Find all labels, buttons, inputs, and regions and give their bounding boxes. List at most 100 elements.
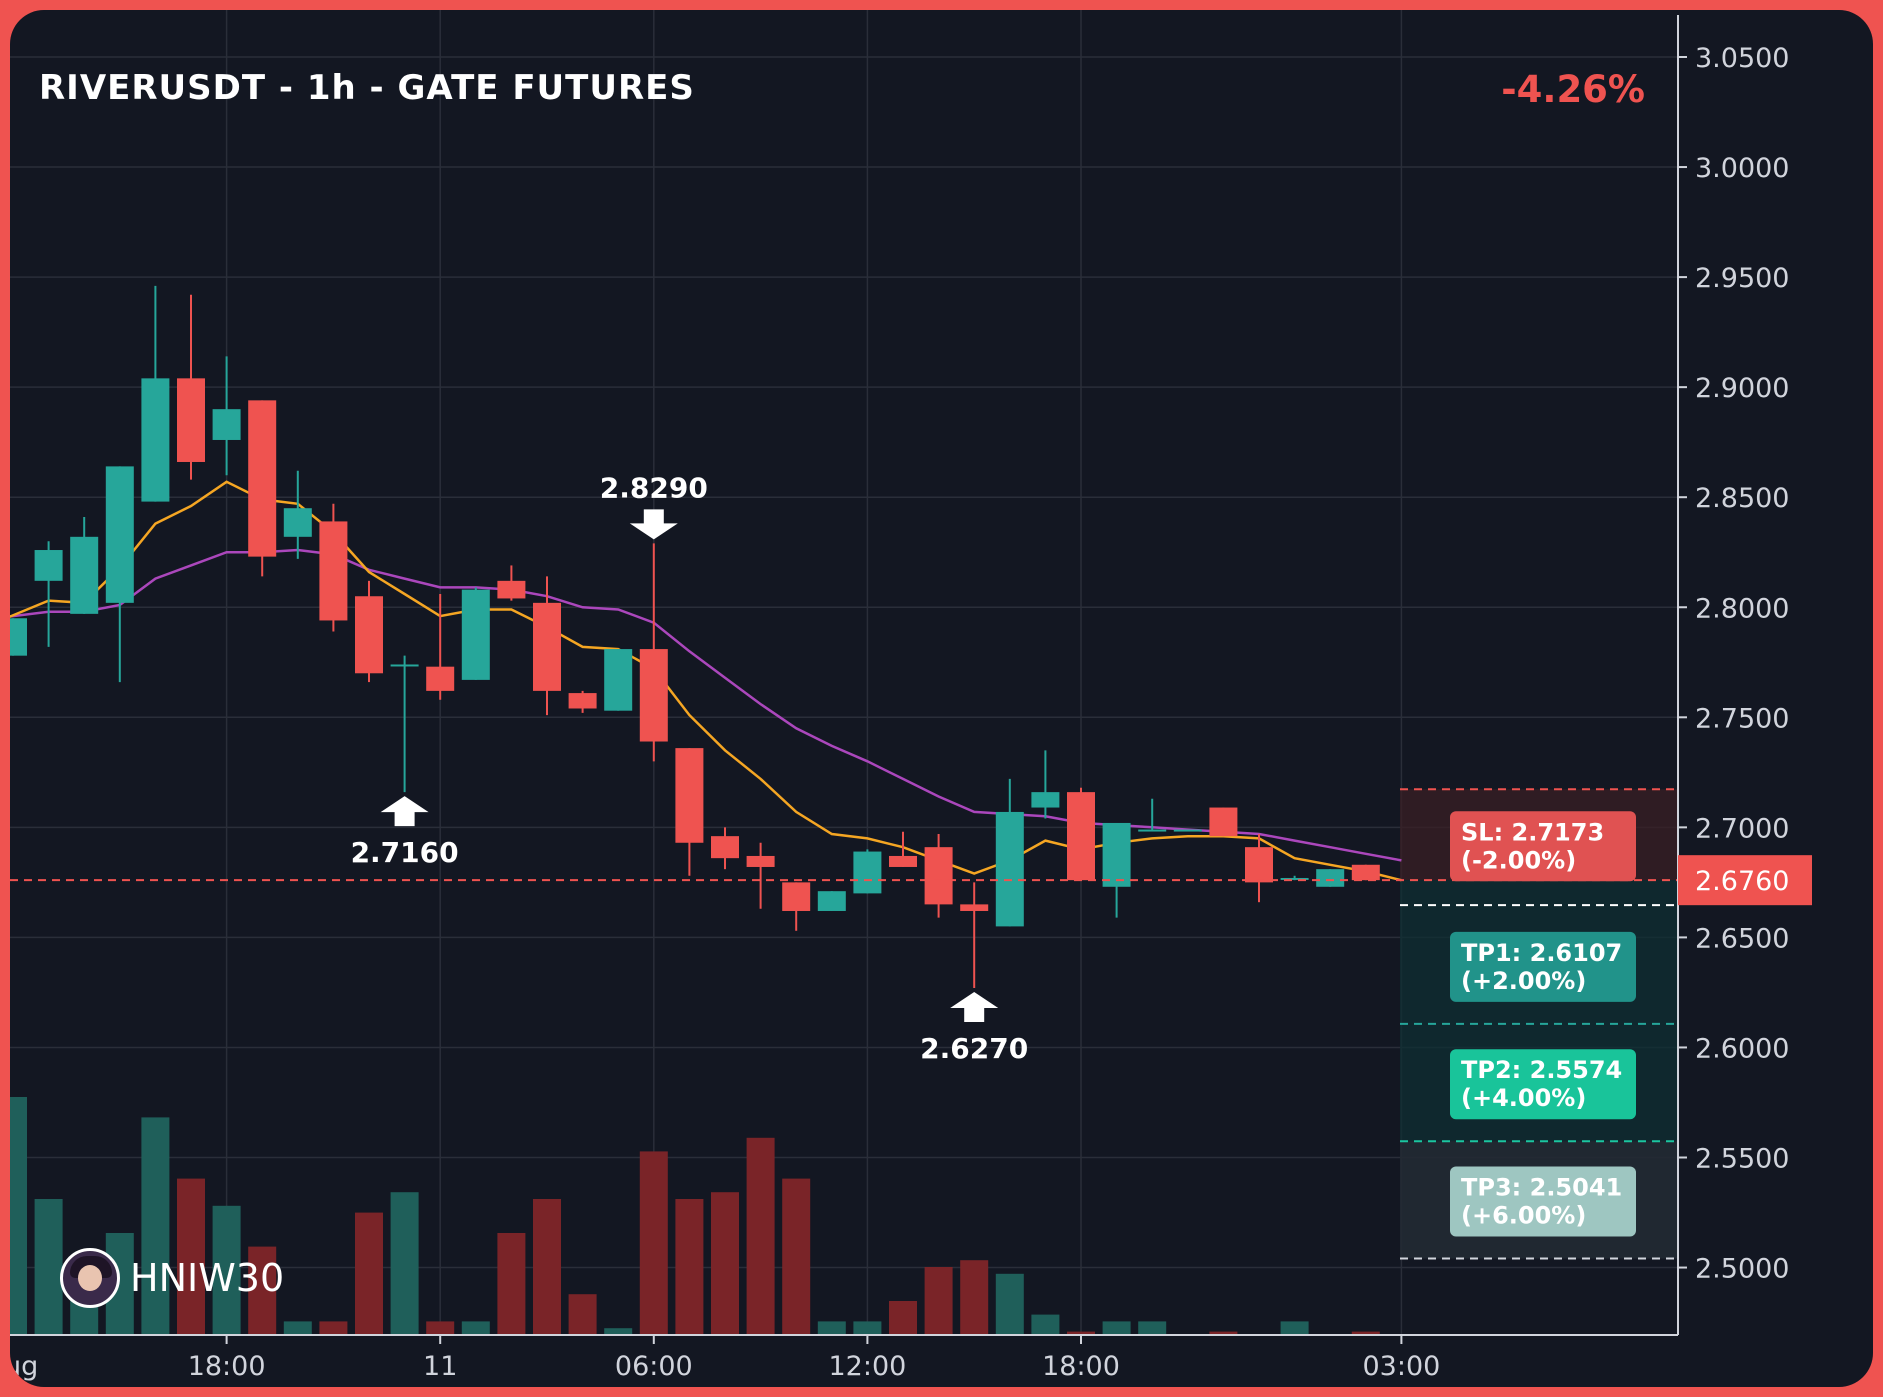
candle-body — [1067, 792, 1095, 881]
y-tick-label: 2.8500 — [1695, 483, 1789, 514]
level-box-percent: (+4.00%) — [1461, 1084, 1586, 1112]
candle — [319, 503, 348, 632]
candle-body — [853, 851, 882, 894]
volume-bar — [1067, 1331, 1095, 1335]
arrow-up-icon — [380, 796, 429, 827]
y-tick-label: 2.6500 — [1695, 923, 1789, 954]
annotation: 2.6270 — [920, 992, 1028, 1065]
candle-body — [568, 693, 597, 709]
volume-bar — [283, 1321, 312, 1335]
candle-body — [1245, 847, 1273, 883]
candle-body — [70, 536, 99, 614]
chart-title: RIVERUSDT - 1h - GATE FUTURES — [39, 68, 695, 108]
candle — [1031, 750, 1060, 819]
volume-bar — [568, 1294, 597, 1335]
candle-body — [604, 649, 633, 711]
candle — [604, 649, 633, 711]
candle-body — [355, 596, 383, 674]
arrow-down-icon — [629, 509, 678, 540]
annotation: 2.8290 — [600, 471, 708, 540]
level-box-bg — [1450, 1166, 1636, 1237]
volume-bar — [711, 1192, 739, 1335]
level-box-bg — [1450, 1049, 1636, 1120]
candle-body — [212, 409, 241, 440]
level-box-tp2: TP2: 2.5574(+4.00%) — [1450, 1049, 1636, 1120]
y-tick-label: 2.6000 — [1695, 1033, 1789, 1064]
candle-body — [711, 836, 739, 859]
candle — [497, 565, 526, 601]
volume-bar — [924, 1267, 953, 1335]
volume-bar — [141, 1117, 170, 1335]
watermark: HNIW30 — [60, 1248, 284, 1308]
candle — [355, 580, 383, 683]
candle — [105, 466, 134, 683]
candle — [533, 576, 561, 716]
volume-bar — [1351, 1331, 1380, 1335]
level-box-percent: (-2.00%) — [1461, 846, 1576, 874]
volume-bar — [853, 1321, 882, 1335]
candle — [34, 541, 63, 647]
candle-body — [782, 882, 811, 911]
candle — [1173, 829, 1202, 832]
candle-body — [746, 855, 775, 867]
candle-body — [248, 400, 277, 557]
volume-bar — [319, 1321, 348, 1335]
candle-body — [889, 855, 917, 867]
chart-svg[interactable]: SL: 2.7173(-2.00%) TP1: 2.6107(+2.00%) TP2… — [10, 10, 1873, 1387]
candle-body — [1031, 792, 1060, 808]
volume-bar — [817, 1321, 846, 1335]
volume-bar — [1209, 1331, 1238, 1335]
volume-bar — [960, 1260, 989, 1335]
y-tick-label: 2.5500 — [1695, 1144, 1789, 1175]
current-price-tag — [1678, 855, 1812, 906]
y-tick-label: 2.9500 — [1695, 263, 1789, 294]
annotation-label: 2.8290 — [600, 471, 708, 504]
candle-body — [390, 664, 419, 667]
candle-body — [1173, 829, 1202, 832]
y-tick-label: 3.0000 — [1695, 153, 1789, 184]
candle — [1316, 869, 1345, 887]
candle-body — [34, 550, 63, 581]
candle-body — [1316, 869, 1345, 887]
x-tick-label: 11 — [423, 1351, 457, 1382]
arrow-up-icon — [950, 992, 999, 1023]
candle-body — [1209, 807, 1238, 837]
candle-body — [426, 666, 455, 691]
level-box-label: TP2: 2.5574 — [1461, 1056, 1622, 1084]
volume-bar — [1102, 1321, 1131, 1335]
level-box-percent: (+6.00%) — [1461, 1202, 1586, 1230]
candle — [141, 285, 170, 502]
candle — [1138, 798, 1167, 832]
candle-body — [283, 508, 312, 537]
ma-slow-line — [10, 548, 1402, 862]
volume-bar — [212, 1205, 241, 1335]
candle-body — [1351, 864, 1380, 881]
x-tick-label: 18:00 — [188, 1351, 266, 1382]
x-tick-label: ug — [10, 1351, 38, 1382]
candle — [853, 849, 882, 894]
y-tick-label: 2.7500 — [1695, 703, 1789, 734]
candle — [461, 587, 490, 680]
candle — [960, 882, 989, 989]
level-box-label: SL: 2.7173 — [1461, 818, 1604, 846]
candle — [70, 517, 99, 614]
y-tick-label: 2.7000 — [1695, 813, 1789, 844]
candle-body — [1280, 877, 1309, 880]
volume-bar — [1138, 1321, 1167, 1335]
volume-bar — [604, 1328, 633, 1335]
volume-bar — [889, 1301, 917, 1335]
chart-frame: SL: 2.7173 (-2.00%) TP1: 2.6107 (+2.00%) TP2… — [10, 10, 1873, 1387]
avatar-icon — [60, 1248, 120, 1308]
candle-body — [960, 904, 989, 911]
candle-body — [995, 811, 1024, 927]
candle — [426, 594, 455, 700]
candle — [1245, 833, 1273, 903]
level-box-bg — [1450, 931, 1636, 1002]
volume-bar — [1280, 1321, 1309, 1335]
candle — [639, 543, 668, 762]
candle — [817, 891, 846, 911]
volume-bar — [248, 1246, 277, 1335]
x-tick-label: 18:00 — [1042, 1351, 1120, 1382]
candle-body — [497, 580, 526, 599]
level-box-label: TP1: 2.6107 — [1461, 939, 1622, 967]
